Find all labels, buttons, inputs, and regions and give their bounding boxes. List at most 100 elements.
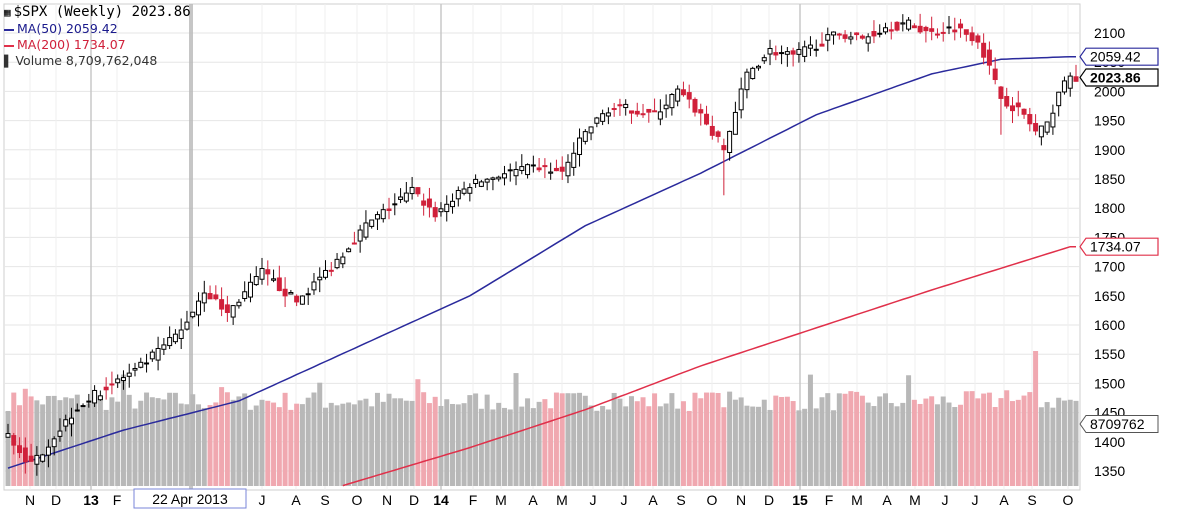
volume-bar bbox=[126, 394, 132, 486]
volume-bar bbox=[299, 404, 305, 486]
volume-bar bbox=[981, 393, 987, 486]
candle-body bbox=[738, 88, 744, 111]
volume-bar bbox=[623, 406, 629, 486]
volume-bar bbox=[525, 398, 531, 486]
volume-bar bbox=[201, 407, 207, 486]
candle-body bbox=[351, 242, 357, 245]
volume-bar bbox=[588, 405, 594, 486]
candle-body bbox=[438, 208, 444, 213]
candle-body bbox=[247, 281, 253, 298]
candle-body bbox=[571, 152, 577, 168]
date-cursor-label: 22 Apr 2013 bbox=[152, 491, 228, 507]
volume-bar bbox=[184, 404, 190, 486]
volume-bar bbox=[346, 402, 352, 486]
candle-body bbox=[11, 435, 17, 446]
volume-bar bbox=[276, 407, 282, 486]
volume-bar bbox=[178, 403, 184, 486]
volume-bar bbox=[421, 392, 427, 486]
candle-body bbox=[842, 34, 848, 39]
volume-bar bbox=[807, 374, 813, 486]
candle-body bbox=[155, 347, 161, 361]
candle-body bbox=[282, 288, 288, 297]
volume-bar bbox=[934, 404, 940, 486]
volume-bar bbox=[403, 400, 409, 486]
volume-bar bbox=[138, 400, 144, 486]
candle-body bbox=[836, 33, 842, 36]
candle-body bbox=[328, 269, 334, 272]
candle-body bbox=[871, 31, 877, 37]
candle-body bbox=[958, 23, 964, 29]
volume-bar bbox=[859, 395, 865, 486]
candle-body bbox=[946, 26, 952, 29]
candle-body bbox=[917, 25, 923, 33]
candle-body bbox=[444, 203, 450, 213]
volume-bar bbox=[704, 392, 710, 486]
volume-bar bbox=[161, 399, 167, 486]
candle-body bbox=[802, 46, 808, 57]
volume-bar bbox=[882, 393, 888, 486]
volume-bar bbox=[871, 406, 877, 486]
y-tick-label: 1600 bbox=[1094, 317, 1125, 333]
candle-body bbox=[172, 333, 178, 343]
x-tick-label: S bbox=[1027, 492, 1036, 508]
candle-body bbox=[149, 351, 155, 360]
ma50-line bbox=[7, 55, 1076, 469]
chart-legend: ▦ $SPX (Weekly) 2023.86 MA(50) 2059.42 MA… bbox=[4, 4, 191, 70]
candle-body bbox=[28, 455, 34, 462]
candle-body bbox=[623, 103, 629, 109]
candle-body bbox=[761, 57, 767, 62]
volume-bar bbox=[548, 408, 554, 486]
volume-bar bbox=[755, 406, 761, 486]
volume-bar bbox=[219, 387, 225, 486]
volume-bar bbox=[207, 405, 213, 486]
candle-body bbox=[478, 181, 484, 187]
volume-bar bbox=[582, 395, 588, 486]
x-tick-label: N bbox=[736, 492, 746, 508]
candle-body bbox=[727, 130, 733, 153]
candle-body bbox=[86, 400, 92, 403]
volume-bars-icon: ▌ bbox=[4, 55, 13, 68]
volume-bar bbox=[444, 399, 450, 486]
volume-bar bbox=[894, 406, 900, 486]
ma200-flag: 1734.07 bbox=[1090, 239, 1141, 255]
volume-bar bbox=[271, 402, 277, 486]
volume-bar bbox=[69, 398, 75, 486]
volume-flag: 8709762 bbox=[1090, 416, 1145, 432]
volume-bar bbox=[317, 382, 323, 486]
last-price-flag-box bbox=[1079, 68, 1159, 87]
volume-bar bbox=[63, 397, 69, 486]
volume-bar bbox=[842, 393, 848, 486]
x-tick-label: A bbox=[291, 492, 301, 508]
volume-bar bbox=[86, 403, 92, 486]
candle-body bbox=[825, 34, 831, 41]
x-tick-label: J bbox=[972, 492, 979, 508]
volume-bar bbox=[282, 392, 288, 486]
candle-body bbox=[519, 166, 525, 171]
x-tick-label: N bbox=[382, 492, 392, 508]
ma200-flag-box bbox=[1079, 237, 1159, 256]
candle-body bbox=[22, 447, 28, 463]
volume-bar bbox=[946, 402, 952, 486]
volume-bar bbox=[906, 375, 912, 486]
volume-bar bbox=[1033, 351, 1039, 486]
volume-bar bbox=[230, 399, 236, 486]
candle-body bbox=[998, 86, 1004, 99]
volume-bar bbox=[97, 397, 103, 486]
candle-body bbox=[1015, 102, 1021, 108]
y-tick-label: 1400 bbox=[1094, 434, 1125, 450]
volume-bar bbox=[744, 405, 750, 486]
candle-body bbox=[611, 108, 617, 111]
volume-flag-box bbox=[1079, 415, 1159, 433]
candle-body bbox=[617, 104, 623, 107]
candle-body bbox=[103, 386, 109, 391]
candle-body bbox=[484, 178, 490, 183]
candle-body bbox=[184, 321, 190, 330]
volume-bar bbox=[1073, 400, 1079, 486]
legend-title: ▦ $SPX (Weekly) 2023.86 bbox=[4, 4, 191, 20]
volume-bar bbox=[519, 406, 525, 486]
candle-body bbox=[721, 145, 727, 151]
candle-body bbox=[57, 430, 63, 437]
volume-bar bbox=[374, 392, 380, 486]
volume-bar bbox=[888, 403, 894, 486]
